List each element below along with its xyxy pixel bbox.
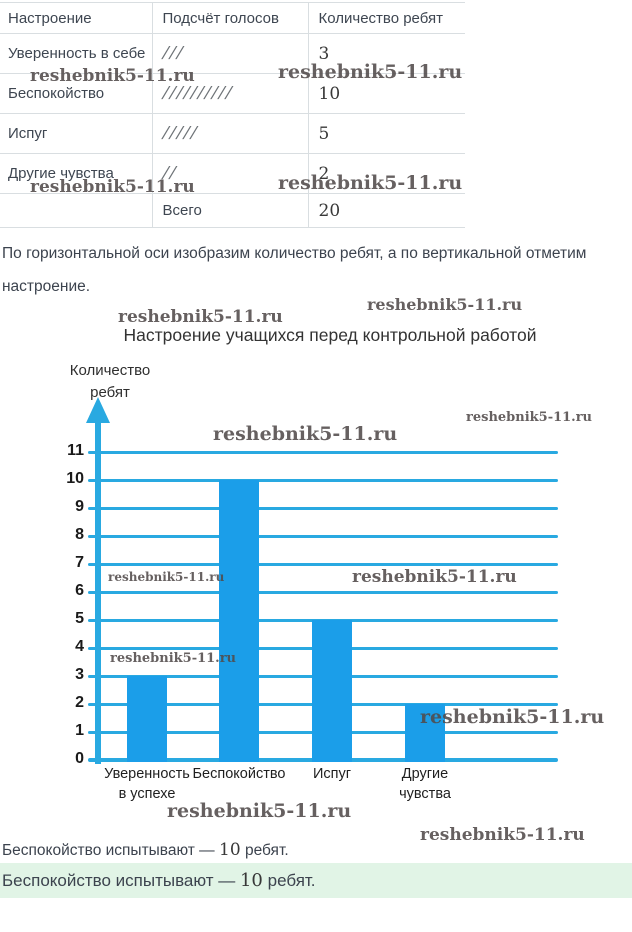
gridline xyxy=(88,535,558,538)
mood-cell: Испуг xyxy=(0,113,152,154)
watermark-text: reshebnik5-11.ru xyxy=(30,66,195,86)
bar-2 xyxy=(312,620,352,762)
chart-title: Настроение учащихся перед контрольной ра… xyxy=(123,325,537,345)
bar-3 xyxy=(405,704,445,762)
y-tick-label: 7 xyxy=(75,554,84,571)
count-cell: 10 xyxy=(307,73,465,114)
table-row: Другие чувства // 2 xyxy=(0,153,465,194)
watermark-text: reshebnik5-11.ru xyxy=(30,177,195,197)
header-tally: Подсчёт голосов xyxy=(151,2,308,34)
header-count: Количество ребят xyxy=(307,2,465,34)
answer-text: Беспокойство испытывают — 10 ребят. xyxy=(2,840,289,860)
total-label: Всего xyxy=(151,193,308,228)
gridline xyxy=(88,591,558,594)
answer-highlighted: Беспокойство испытывают — 10 ребят. xyxy=(0,863,632,898)
watermark-text: reshebnik5-11.ru xyxy=(213,423,398,445)
count-cell: 5 xyxy=(307,113,465,154)
y-tick-label: 5 xyxy=(75,610,84,627)
gridline xyxy=(88,507,558,510)
y-tick-label: 1 xyxy=(75,722,84,739)
answer-highlighted-text: Беспокойство испытывают — 10 ребят. xyxy=(2,870,316,891)
x-tick-label: Уверенность в успехе xyxy=(104,766,190,802)
mood-cell: Беспокойство xyxy=(0,73,152,114)
watermark-text: reshebnik5-11.ru xyxy=(108,570,225,584)
bar-1 xyxy=(219,480,259,762)
watermark-text: reshebnik5-11.ru xyxy=(466,410,593,425)
x-tick-label: Испуг xyxy=(312,766,352,782)
table-total-row: Всего 20 xyxy=(0,193,465,228)
watermark-text: reshebnik5-11.ru xyxy=(118,307,283,327)
watermark-text: reshebnik5-11.ru xyxy=(278,61,463,83)
table-header-row: Настроение Подсчёт голосов Количество ре… xyxy=(0,2,465,34)
header-mood: Настроение xyxy=(0,2,152,34)
y-tick-label: 4 xyxy=(75,638,84,655)
count-cell: 2 xyxy=(307,153,465,194)
y-tick-label: 10 xyxy=(66,470,84,487)
tally-cell: ///// xyxy=(151,113,308,154)
intro-paragraph: По горизонтальной оси изобразим количест… xyxy=(2,245,587,295)
x-tick-label: Другие чувства xyxy=(399,766,451,802)
tally-cell: // xyxy=(151,153,308,194)
gridline xyxy=(88,563,558,566)
mood-cell: Другие чувства xyxy=(0,153,152,194)
total-value: 20 xyxy=(307,193,465,228)
watermark-text: reshebnik5-11.ru xyxy=(352,567,517,587)
y-tick-label: 2 xyxy=(75,694,84,711)
tally-cell: ////////// xyxy=(151,73,308,114)
y-axis-label: Количество ребят xyxy=(69,362,151,401)
y-tick-label: 11 xyxy=(67,442,84,459)
table-row: Испуг ///// 5 xyxy=(0,113,465,154)
empty-cell xyxy=(0,193,152,228)
watermark-text: reshebnik5-11.ru xyxy=(167,800,352,822)
watermark-text: reshebnik5-11.ru xyxy=(278,172,463,194)
watermark-text: reshebnik5-11.ru xyxy=(420,706,605,728)
y-tick-label: 9 xyxy=(75,498,84,515)
watermark-text: reshebnik5-11.ru xyxy=(420,825,585,845)
y-tick-label: 0 xyxy=(75,750,84,767)
y-tick-label: 8 xyxy=(75,526,84,543)
table-row: Уверенность в себе /// 3 xyxy=(0,33,465,74)
mood-cell: Уверенность в себе xyxy=(0,33,152,74)
bar-0 xyxy=(127,676,167,762)
y-tick-label: 3 xyxy=(75,666,84,683)
watermark-text: reshebnik5-11.ru xyxy=(110,651,237,666)
y-tick-label: 6 xyxy=(75,582,84,599)
y-axis-line xyxy=(95,414,101,764)
count-cell: 3 xyxy=(307,33,465,74)
tally-cell: /// xyxy=(151,33,308,74)
gridline xyxy=(88,451,558,454)
mood-tally-table: Настроение Подсчёт голосов Количество ре… xyxy=(0,2,465,228)
x-tick-label: Беспокойство xyxy=(192,766,286,782)
gridline xyxy=(88,479,558,482)
table-row: Беспокойство ////////// 10 xyxy=(0,73,465,114)
watermark-text: reshebnik5-11.ru xyxy=(367,295,523,314)
